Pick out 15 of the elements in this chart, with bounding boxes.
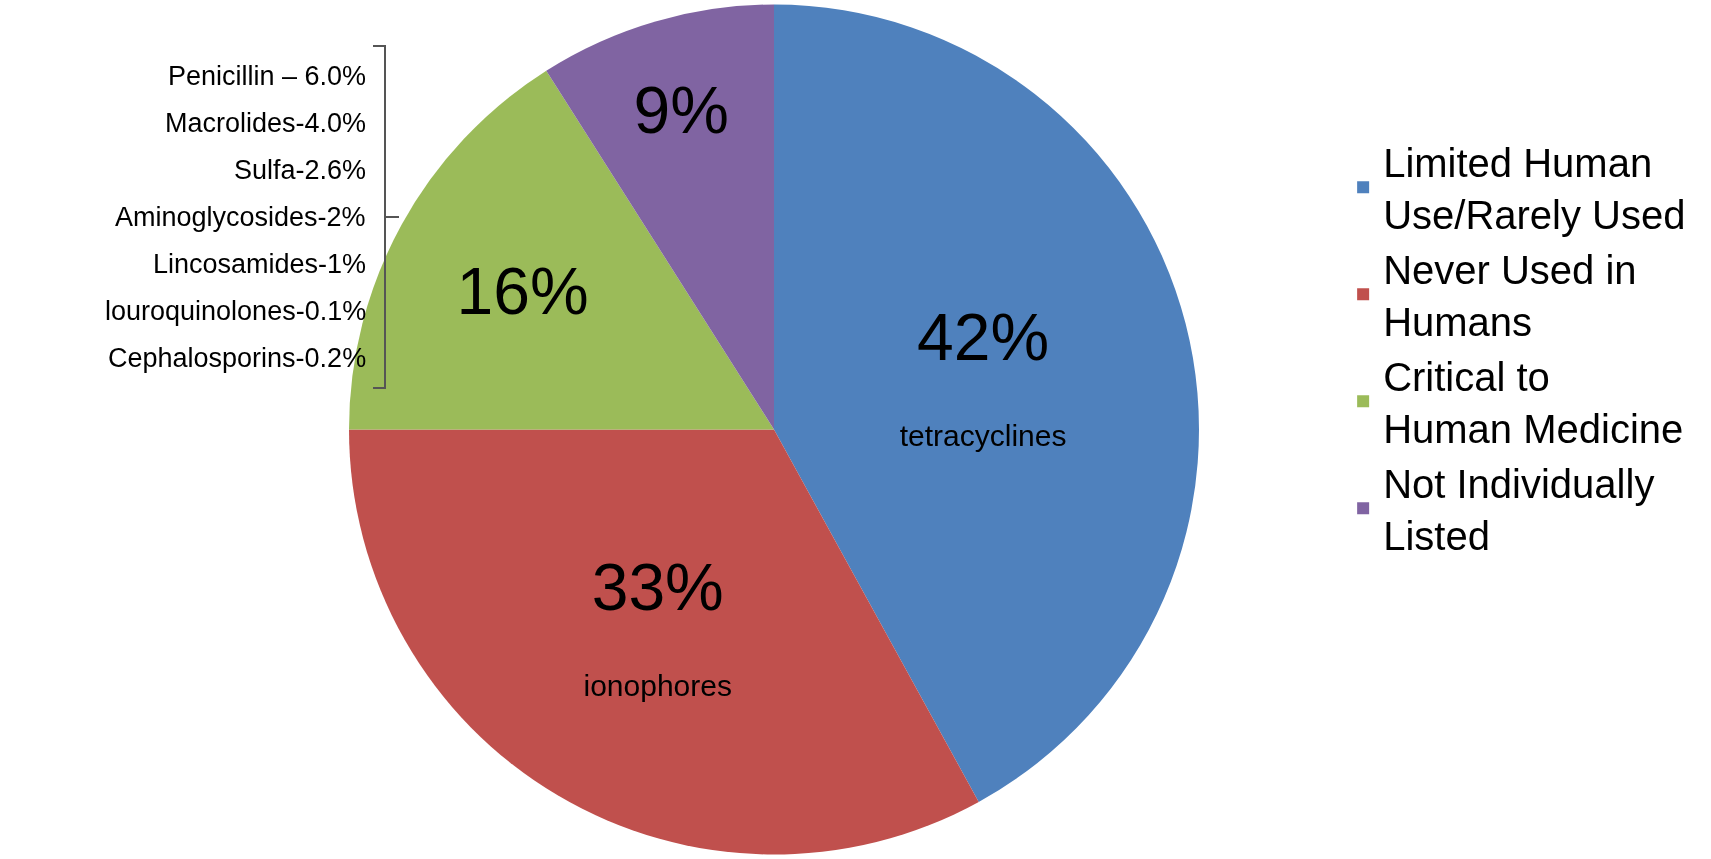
text: Penicillin – 6.0% bbox=[168, 61, 367, 91]
text: Aminoglycosides-2% bbox=[115, 202, 366, 232]
data-label: 16% bbox=[456, 254, 589, 329]
legend-label: Never Used in Humans bbox=[1383, 247, 1637, 344]
data-label: 42% tetracyclines bbox=[899, 299, 1067, 452]
data-label: 33% ionophores bbox=[583, 550, 732, 702]
legend-label: Not Individually Listed bbox=[1383, 461, 1655, 558]
text: louroquinolones-0.1% bbox=[105, 296, 367, 326]
text: Macrolides-4.0% bbox=[165, 108, 367, 138]
data-label: 9% bbox=[633, 73, 729, 148]
text: Lincosamides-1% bbox=[153, 249, 367, 279]
legend-label: Limited Human Use/Rarely Used bbox=[1383, 140, 1686, 237]
text: Sulfa-2.6% bbox=[234, 155, 367, 185]
legend-label: Critical to Human Medicine bbox=[1383, 354, 1684, 451]
pie-slice bbox=[774, 4, 1199, 802]
